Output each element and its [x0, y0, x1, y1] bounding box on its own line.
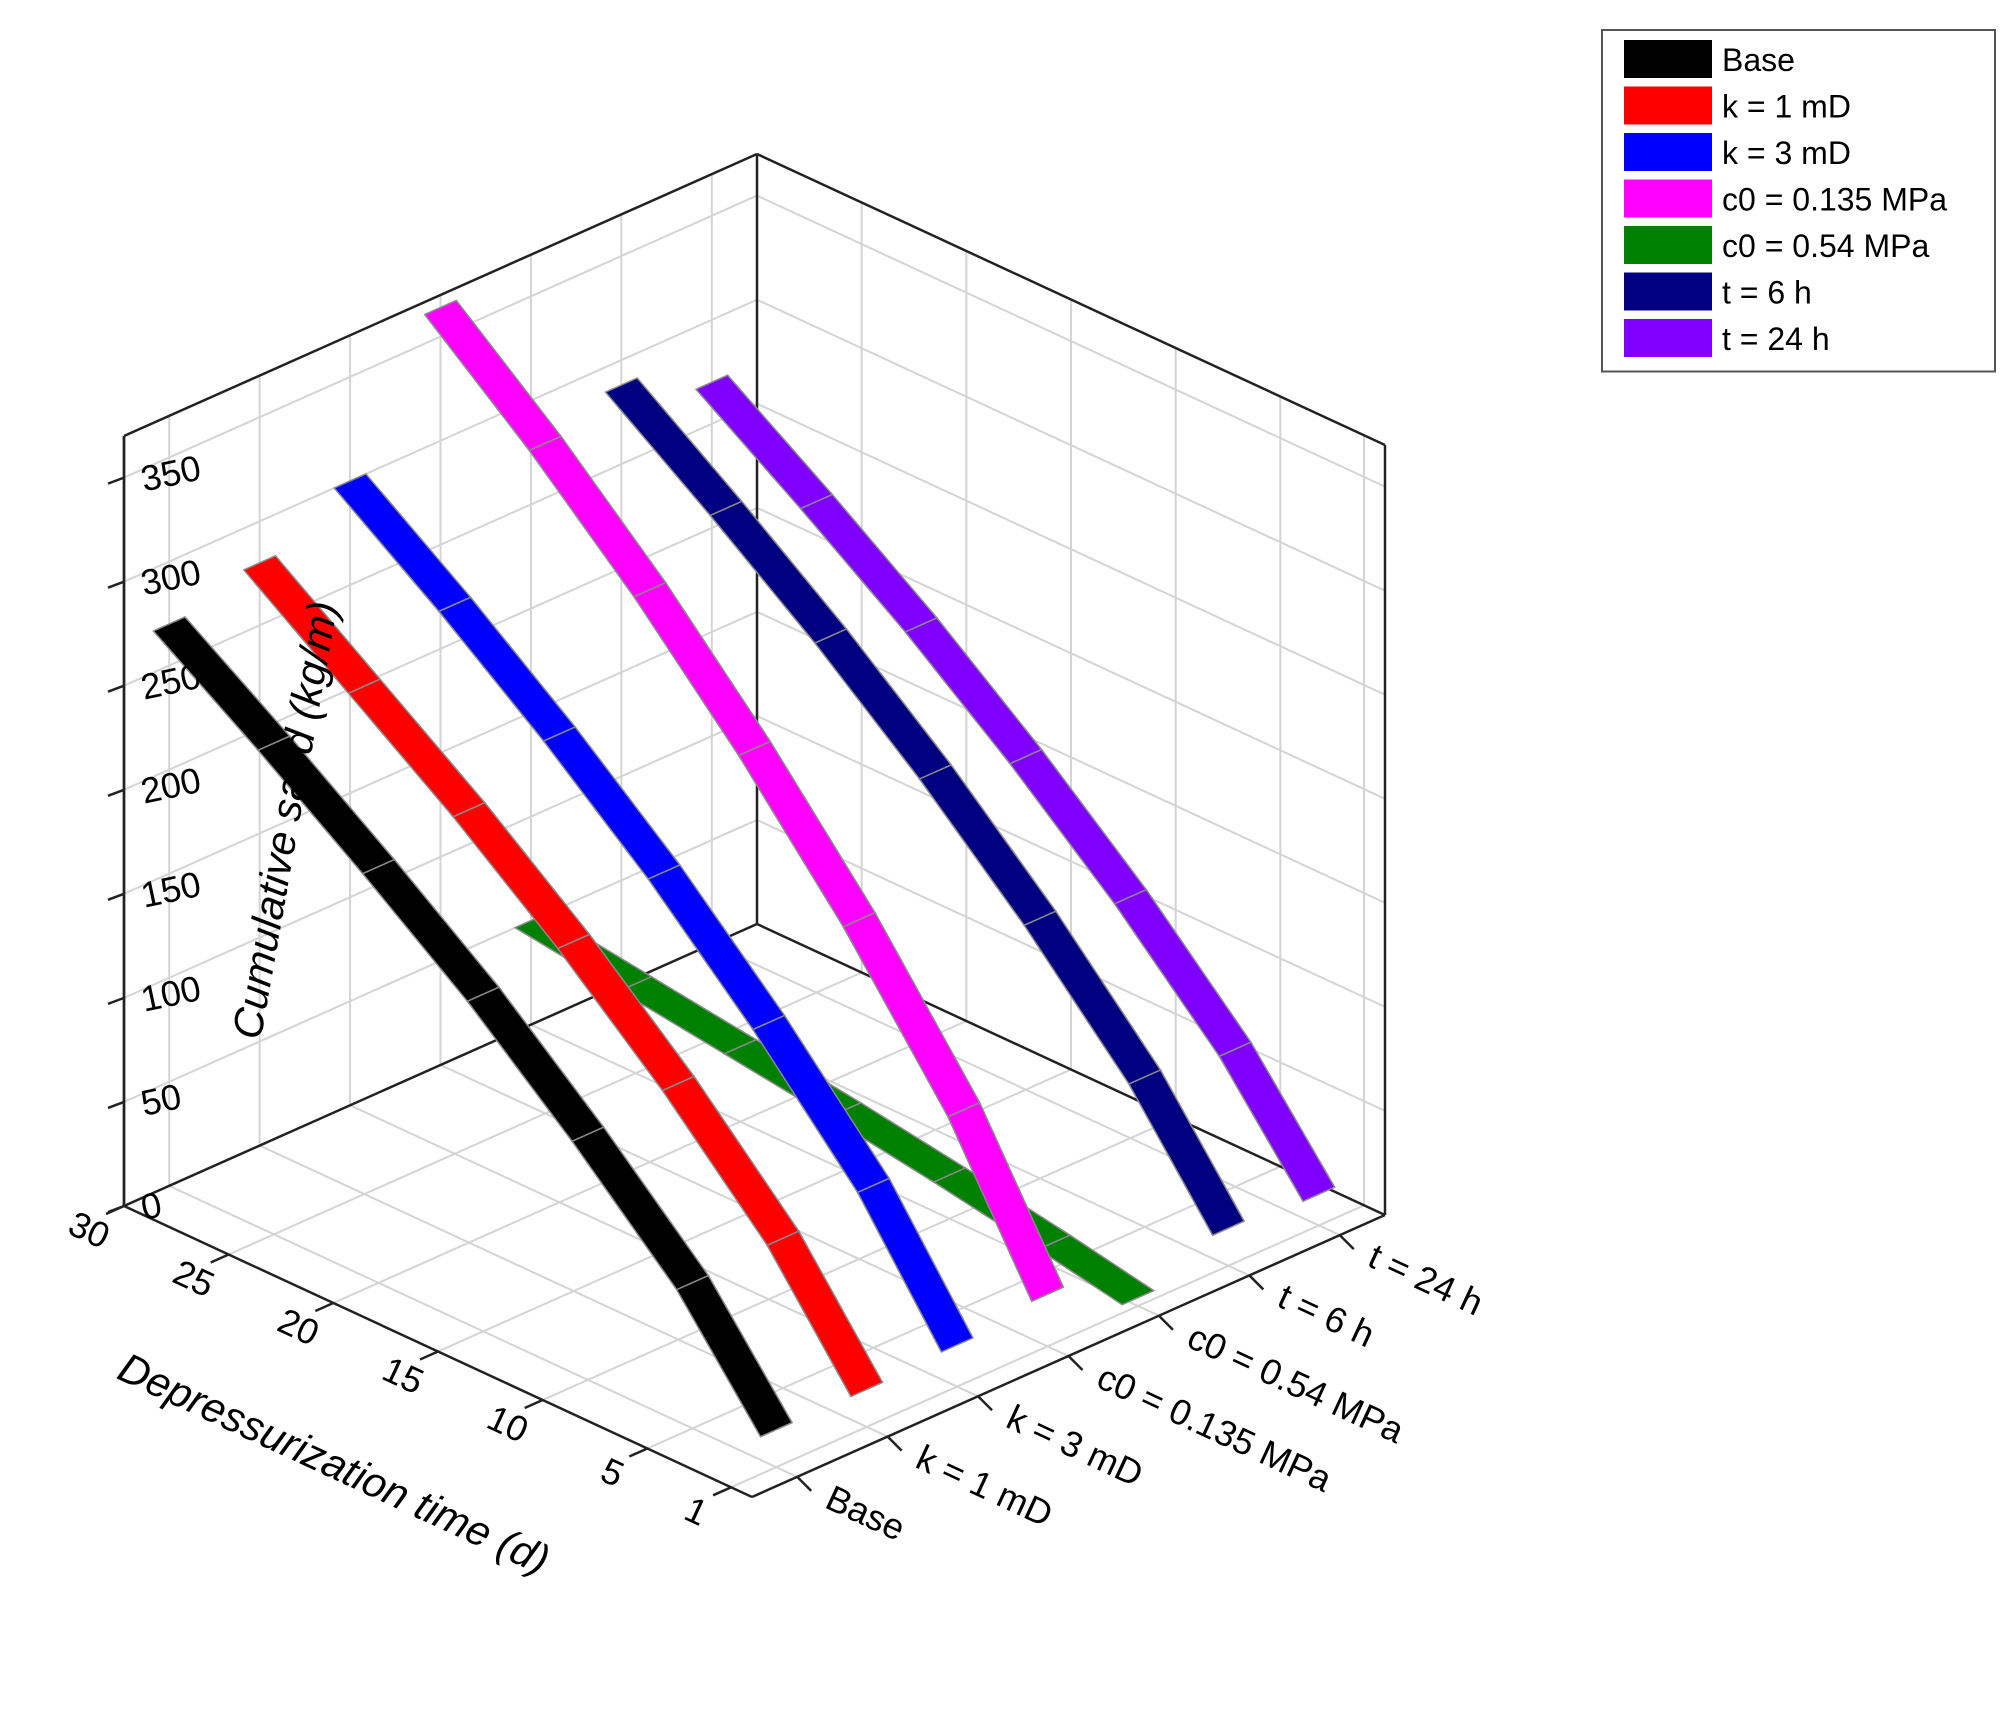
- ribbon-segment: [528, 435, 667, 598]
- legend-swatch: [1624, 272, 1712, 311]
- frame-edge: [756, 922, 1386, 1217]
- ribbon-layer: [152, 299, 1336, 1438]
- legend-label: k = 1 mD: [1722, 89, 1851, 125]
- ribbon-segment: [332, 472, 472, 613]
- ribbon-segment: [856, 1177, 975, 1353]
- z-tick: [107, 684, 125, 693]
- category-tick: [1248, 1274, 1265, 1291]
- z-tick-label: 300: [137, 551, 204, 604]
- ribbon-segment: [1036, 1234, 1156, 1306]
- ribbon-segment: [632, 581, 772, 757]
- series-ribbon: [332, 472, 975, 1353]
- legend-label: t = 24 h: [1722, 321, 1830, 357]
- legend-label: t = 6 h: [1722, 275, 1812, 311]
- x-axis-title: Depressurization time (d): [111, 1343, 556, 1583]
- frame-edge: [123, 152, 758, 438]
- grid-line-floor-cat: [259, 1144, 889, 1438]
- legend-label: k = 3 mD: [1722, 135, 1851, 171]
- legend-swatch: [1624, 40, 1712, 78]
- legend-label: Base: [1722, 42, 1795, 78]
- x-tick-label: 1: [679, 1488, 714, 1534]
- x-tick: [524, 1398, 544, 1410]
- frame-edge: [123, 922, 758, 1208]
- frame-edge: [756, 152, 1386, 447]
- x-tick-label: 10: [481, 1397, 535, 1451]
- ribbon-segment: [737, 740, 877, 928]
- z-tick: [107, 996, 125, 1006]
- x-tick: [419, 1350, 439, 1361]
- grid-layer: [122, 152, 1387, 1489]
- series-ribbon: [152, 615, 794, 1438]
- category-tick: [886, 1435, 903, 1452]
- ribbon-segment: [766, 1230, 884, 1398]
- ribbon-segment: [661, 1075, 800, 1247]
- series-ribbon: [242, 554, 884, 1398]
- z-tick: [107, 788, 125, 797]
- z-tick-label: 200: [137, 759, 204, 812]
- z-tick-label: 350: [137, 447, 204, 500]
- category-tick: [1067, 1355, 1084, 1371]
- z-tick-label: 150: [137, 863, 204, 916]
- z-tick: [107, 892, 125, 902]
- x-tick-label: 25: [167, 1251, 221, 1305]
- category-tick: [796, 1475, 813, 1492]
- legend-label: c0 = 0.135 MPa: [1722, 182, 1947, 218]
- x-tick-label: 20: [272, 1300, 326, 1354]
- x-tick-label: 15: [376, 1348, 430, 1402]
- x-tick-label: 5: [595, 1449, 630, 1495]
- category-tick: [977, 1395, 993, 1412]
- ribbon-segment: [1218, 1041, 1336, 1203]
- legend-swatch: [1624, 226, 1712, 264]
- z-tick-label: 250: [137, 655, 204, 708]
- x-tick: [210, 1253, 230, 1264]
- ribbon-segment: [347, 678, 487, 818]
- z-tick: [107, 580, 125, 589]
- ribbon-segment: [675, 1274, 794, 1438]
- legend-swatch: [1624, 319, 1712, 357]
- ribbon-segment: [570, 1126, 710, 1291]
- category-tick-label: t = 24 h: [1362, 1235, 1489, 1323]
- legend-swatch: [1624, 86, 1712, 125]
- ribbon-segment: [947, 1101, 1065, 1303]
- legend-swatch: [1624, 179, 1712, 218]
- grid-line-floor-cat: [711, 943, 1341, 1237]
- series-ribbon: [604, 377, 1246, 1237]
- category-tick-label: Base: [820, 1477, 912, 1549]
- category-tick-label: k = 1 mD: [910, 1437, 1059, 1535]
- z-tick-label: 50: [137, 1075, 185, 1123]
- category-tick: [1338, 1234, 1355, 1251]
- ribbon-segment: [361, 858, 501, 1003]
- z-tick-label: 100: [137, 967, 204, 1020]
- ribbon-segment: [542, 726, 682, 881]
- ribbon-segment: [423, 299, 563, 452]
- series-ribbon: [423, 299, 1065, 1303]
- z-tick: [107, 1204, 125, 1214]
- z-tick: [107, 476, 125, 485]
- z-tick: [107, 1100, 125, 1110]
- x-tick: [314, 1301, 334, 1313]
- series-ribbon: [694, 374, 1336, 1203]
- category-tick-label: t = 6 h: [1272, 1275, 1381, 1355]
- legend-swatch: [1624, 133, 1712, 171]
- ribbon-segment: [751, 1014, 891, 1194]
- x-tick: [712, 1486, 732, 1497]
- ribbon-segment: [1127, 1069, 1246, 1237]
- category-tick: [1158, 1314, 1174, 1331]
- grid-line-floor-cat: [168, 1184, 798, 1478]
- legend-label: c0 = 0.54 MPa: [1722, 228, 1929, 264]
- legend: Base k = 1 mD k = 3 mD c0 = 0.135 MPa c0 = 0…: [1601, 29, 1996, 373]
- x-tick: [628, 1447, 648, 1458]
